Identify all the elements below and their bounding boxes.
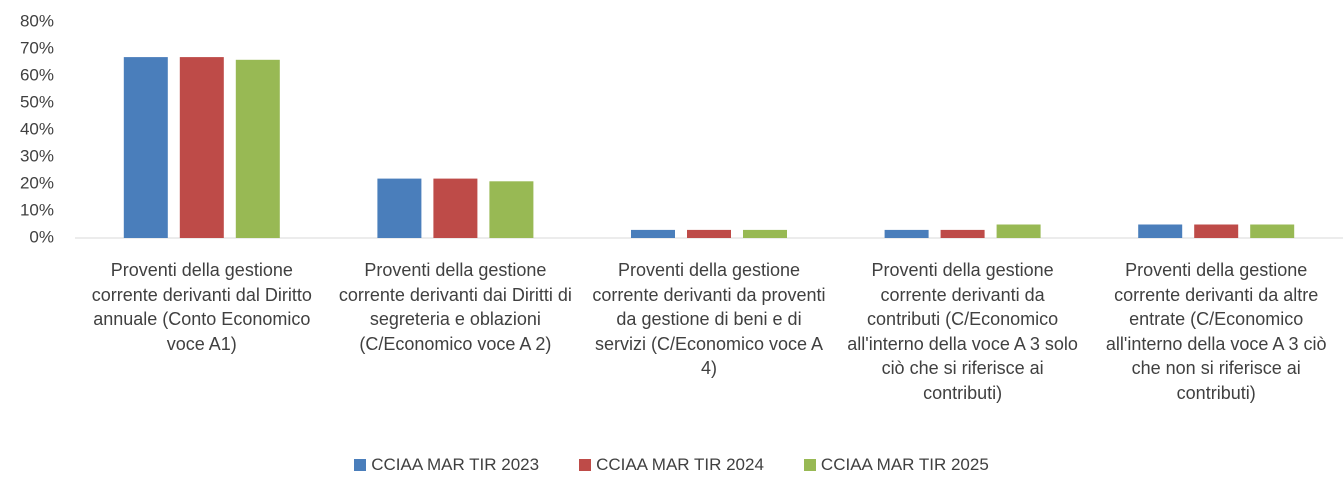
- bar: [631, 229, 675, 238]
- y-tick-label: 10%: [20, 200, 54, 219]
- bar: [235, 59, 280, 238]
- legend-item: CCIAA MAR TIR 2024: [579, 455, 764, 475]
- y-tick-label: 60%: [20, 65, 54, 84]
- legend-label: CCIAA MAR TIR 2025: [820, 455, 989, 474]
- bar: [1138, 224, 1183, 238]
- bar: [940, 229, 985, 238]
- x-tick-label: Proventi della gestione corrente derivan…: [1105, 260, 1327, 403]
- bar: [179, 57, 224, 238]
- legend-swatch: [803, 459, 816, 471]
- legend: CCIAA MAR TIR 2023 CCIAA MAR TIR 2024 CCIA…: [0, 455, 1343, 475]
- legend-swatch: [354, 459, 367, 471]
- bar: [1250, 224, 1295, 238]
- y-tick-label: 20%: [20, 173, 54, 192]
- bar: [687, 229, 731, 238]
- bar: [377, 178, 422, 238]
- legend-swatch: [579, 459, 592, 471]
- x-tick-label: Proventi della gestione corrente derivan…: [91, 260, 312, 354]
- x-tick-label: Proventi della gestione corrente derivan…: [592, 260, 826, 378]
- y-tick-label: 0%: [29, 227, 54, 246]
- bar: [1194, 224, 1239, 238]
- bar: [743, 229, 787, 238]
- x-tick-label: Proventi della gestione corrente derivan…: [847, 260, 1078, 403]
- legend-item: CCIAA MAR TIR 2025: [803, 455, 989, 475]
- y-tick-label: 70%: [20, 38, 54, 57]
- x-tick-label: Proventi della gestione corrente derivan…: [338, 260, 572, 354]
- y-tick-label: 50%: [20, 92, 54, 111]
- bar: [996, 224, 1041, 238]
- y-tick-label: 80%: [20, 11, 54, 30]
- legend-label: CCIAA MAR TIR 2024: [596, 455, 764, 474]
- legend-item: CCIAA MAR TIR 2023: [354, 455, 539, 475]
- bar: [884, 229, 929, 238]
- y-tick-label: 30%: [20, 146, 54, 165]
- bar: [123, 57, 168, 238]
- legend-label: CCIAA MAR TIR 2023: [371, 455, 540, 474]
- y-tick-label: 40%: [20, 119, 54, 138]
- bar: [433, 178, 478, 238]
- bar: [489, 181, 534, 238]
